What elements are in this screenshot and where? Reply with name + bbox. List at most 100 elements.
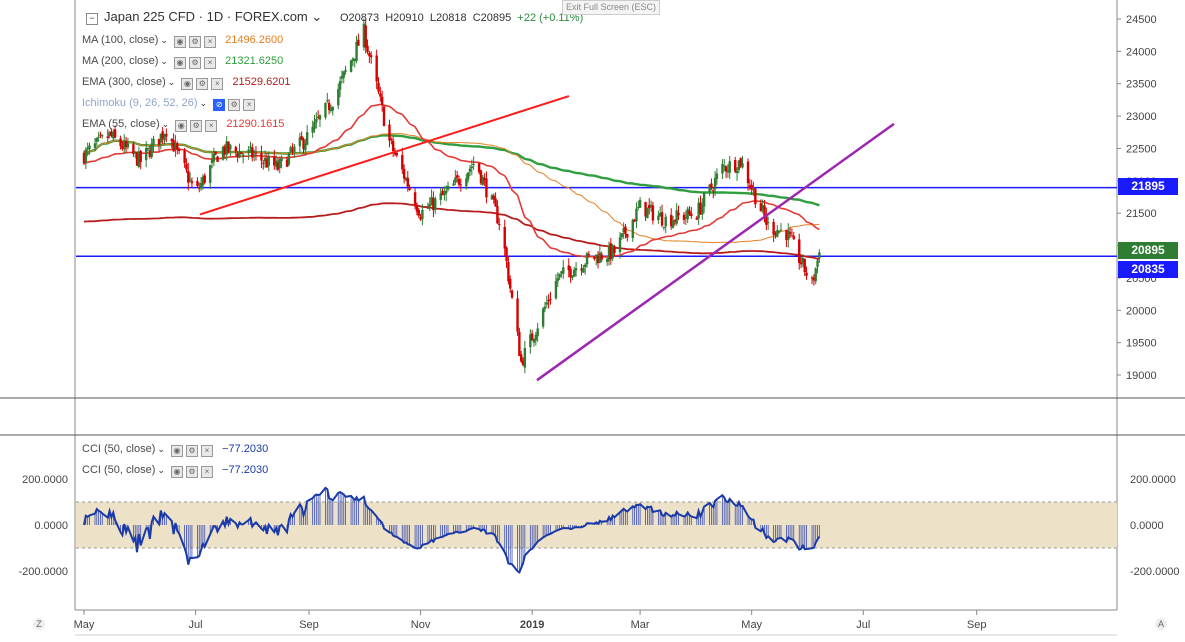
settings-icon[interactable]: ⚙ — [185, 445, 198, 457]
visibility-icon[interactable]: ◉ — [175, 120, 188, 132]
zoom-icon[interactable]: Z — [33, 618, 45, 630]
legend-ema300[interactable]: EMA (300, close) ⌄ ◉ ⚙ × 21529.6201 — [82, 75, 291, 90]
time-tick-label: 2019 — [520, 619, 544, 631]
candle-body — [157, 138, 161, 145]
candle-body — [785, 230, 788, 241]
candle-body — [357, 39, 360, 46]
time-tick-label: May — [74, 619, 95, 631]
candle-body — [626, 233, 629, 238]
chevron-down-icon[interactable]: ⌄ — [311, 9, 323, 24]
auto-scale-icon[interactable]: A — [1155, 618, 1167, 630]
candle-body — [172, 140, 175, 152]
visibility-icon[interactable]: ◉ — [170, 466, 183, 478]
candle-body — [702, 192, 706, 207]
candle-body — [135, 152, 139, 166]
candle-body — [624, 226, 627, 235]
candle-body — [637, 207, 640, 209]
interval[interactable]: 1D — [206, 9, 224, 24]
settings-icon[interactable]: ⚙ — [190, 120, 203, 132]
close-icon[interactable]: × — [205, 120, 218, 132]
candle-body — [95, 138, 99, 142]
candle-body — [750, 184, 753, 190]
close-icon[interactable]: × — [211, 78, 224, 90]
candle-body — [327, 102, 331, 111]
legend-ema55[interactable]: EMA (55, close) ⌄ ◉ ⚙ × 21290.1615 — [82, 117, 284, 132]
candle-body — [190, 181, 194, 184]
visibility-icon[interactable]: ◉ — [174, 36, 187, 48]
candle-body — [659, 213, 662, 217]
candle-body — [479, 170, 483, 184]
candle-body — [494, 198, 497, 207]
chevron-down-icon[interactable]: ⌄ — [157, 465, 165, 475]
legend-ichimoku[interactable]: Ichimoku (9, 26, 52, 26) ⌄ ⊘ ⚙ × — [82, 96, 256, 111]
horizontal-levels[interactable] — [76, 186, 1117, 257]
candle-body — [401, 155, 404, 170]
candle-body — [772, 221, 775, 235]
candle-body — [818, 252, 821, 259]
cci-tick-label-left: 200.0000 — [22, 474, 68, 486]
exit-fullscreen-button[interactable]: Exit Full Screen (ESC) — [562, 0, 660, 15]
chevron-down-icon[interactable]: ⌄ — [160, 56, 168, 66]
visibility-icon[interactable]: ◉ — [181, 78, 194, 90]
candle-body — [262, 162, 265, 164]
candle-body — [161, 131, 164, 139]
candle-body — [366, 45, 369, 52]
candle-body — [734, 160, 737, 172]
settings-icon[interactable]: ⚙ — [228, 99, 241, 111]
candle-body — [686, 208, 689, 220]
visibility-icon[interactable]: ◉ — [174, 57, 187, 69]
candle-body — [787, 230, 790, 240]
candle-body — [212, 153, 216, 162]
trendlines[interactable] — [199, 95, 895, 382]
hidden-icon[interactable]: ⊘ — [213, 99, 226, 111]
candle-body — [774, 233, 777, 235]
candle-body — [613, 246, 616, 253]
candle-body — [229, 145, 232, 150]
candle-body — [633, 219, 636, 222]
chevron-down-icon[interactable]: ⌄ — [167, 77, 176, 87]
candle-body — [498, 223, 501, 226]
close-icon[interactable]: × — [200, 445, 213, 457]
candle-body — [338, 81, 342, 90]
candle-body — [415, 205, 419, 212]
candle-body — [305, 132, 309, 145]
close-icon[interactable]: × — [243, 99, 256, 111]
chevron-down-icon[interactable]: ⌄ — [199, 98, 208, 108]
legend-cci-2[interactable]: CCI (50, close) ⌄ ◉ ⚙ × −77.2030 — [82, 463, 268, 478]
candle-body — [805, 272, 808, 276]
settings-icon[interactable]: ⚙ — [196, 78, 209, 90]
symbol-title[interactable]: − Japan 225 CFD · 1D · FOREX.com ⌄ O20873… — [86, 9, 583, 25]
chevron-down-icon[interactable]: ⌄ — [161, 119, 170, 129]
candle-body — [251, 147, 254, 158]
candle-body — [315, 118, 318, 123]
close-icon[interactable]: × — [200, 466, 213, 478]
legend-ma100[interactable]: MA (100, close) ⌄ ◉ ⚙ × 21496.2600 — [82, 33, 283, 48]
candle-body — [777, 230, 781, 233]
candle-body — [792, 235, 795, 240]
candle-body — [585, 253, 589, 265]
legend-ma200[interactable]: MA (200, close) ⌄ ◉ ⚙ × 21321.6250 — [82, 54, 283, 69]
legend-value: 21496.2600 — [225, 34, 284, 46]
candle-body — [721, 164, 724, 174]
candle-body — [541, 308, 545, 327]
collapse-icon[interactable]: − — [86, 13, 98, 25]
close-icon[interactable]: × — [204, 57, 217, 69]
candle-body — [671, 220, 675, 228]
candle-body — [134, 151, 137, 153]
candle-body — [466, 172, 470, 180]
legend-cci-1[interactable]: CCI (50, close) ⌄ ◉ ⚙ × −77.2030 — [82, 442, 268, 457]
time-axis: May Jul Sep Nov 2019 Mar May Jul Sep — [74, 610, 986, 631]
candle-body — [84, 149, 88, 164]
candle-body — [112, 131, 115, 139]
candle-body — [620, 233, 624, 238]
visibility-icon[interactable]: ◉ — [170, 445, 183, 457]
chevron-down-icon[interactable]: ⌄ — [160, 35, 168, 45]
chevron-down-icon[interactable]: ⌄ — [157, 444, 165, 454]
settings-icon[interactable]: ⚙ — [189, 57, 202, 69]
close-icon[interactable]: × — [204, 36, 217, 48]
candle-body — [446, 185, 450, 190]
settings-icon[interactable]: ⚙ — [185, 466, 198, 478]
candle-body — [739, 158, 742, 167]
settings-icon[interactable]: ⚙ — [189, 36, 202, 48]
